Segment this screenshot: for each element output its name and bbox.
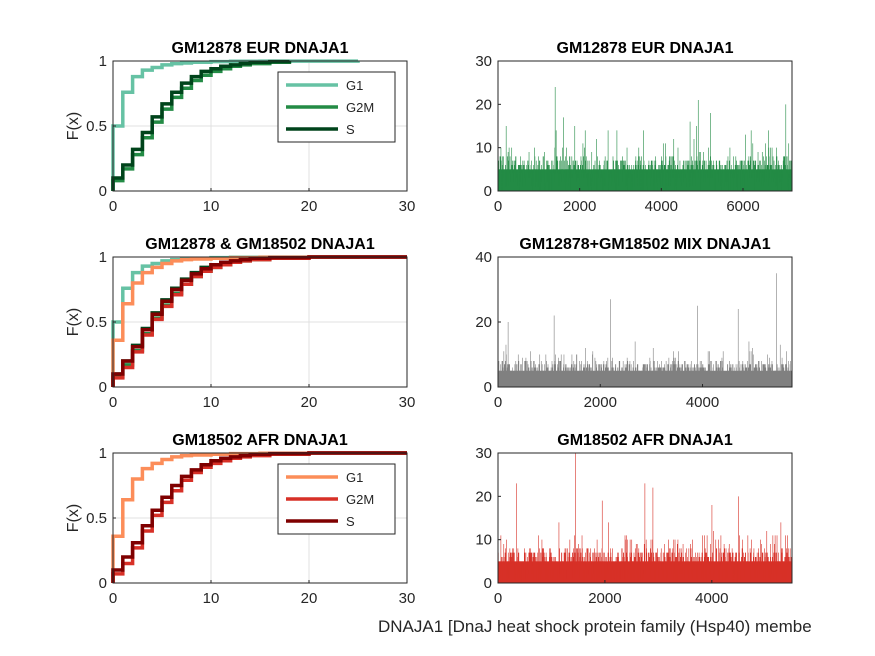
- y-tick-label: 0: [99, 379, 107, 396]
- y-tick-label: 20: [475, 314, 492, 331]
- legend-label: G1: [346, 470, 363, 485]
- x-tick-label: 4000: [645, 198, 678, 215]
- x-tick-label: 4000: [686, 394, 719, 411]
- legend-label: S: [346, 122, 355, 137]
- y-tick-label: 10: [475, 140, 492, 157]
- y-tick-label: 0.5: [86, 118, 107, 135]
- x-tick-label: 2000: [563, 198, 596, 215]
- x-tick-label: 0: [109, 198, 117, 215]
- ecdf-line-S: [111, 59, 292, 191]
- x-tick-label: 20: [301, 394, 318, 411]
- x-tick-label: 6000: [726, 198, 759, 215]
- legend: G1 G2M S: [277, 71, 396, 143]
- figure-caption: DNAJA1 [DnaJ heat shock protein family (…: [378, 617, 812, 636]
- chart-title: GM12878 EUR DNAJA1: [557, 40, 734, 57]
- y-tick-label: 1: [99, 249, 107, 266]
- y-tick-label: 10: [475, 532, 492, 549]
- x-tick-label: 10: [203, 198, 220, 215]
- x-tick-label: 0: [494, 590, 502, 607]
- legend-label: G2M: [346, 100, 374, 115]
- chart-5: 0 2000 4000 0 10 20 30 GM18502 AFR DNAJA1: [475, 432, 793, 607]
- x-tick-label: 30: [399, 394, 416, 411]
- chart-title: GM12878 & GM18502 DNAJA1: [145, 236, 375, 253]
- y-tick-label: 30: [475, 53, 492, 70]
- y-tick-label: 0: [99, 183, 107, 200]
- ecdf-line-S: [111, 451, 407, 583]
- x-tick-label: 0: [494, 394, 502, 411]
- chart-title: GM12878 EUR DNAJA1: [172, 40, 349, 57]
- y-tick-label: 0: [484, 379, 492, 396]
- y-axis-label: F(x): [65, 308, 82, 336]
- y-tick-label: 0: [99, 575, 107, 592]
- chart-0: 0 10 20 30 0 0.5 1 GM12878 EUR DNAJA1 F(x) G1 G2M S: [65, 40, 415, 215]
- chart-title: GM18502 AFR DNAJA1: [172, 432, 348, 449]
- chart-2: 0 10 20 30 0 0.5 1 GM12878 & GM18502 DNAJA1 F(x): [65, 236, 415, 411]
- x-tick-label: 20: [301, 198, 318, 215]
- y-tick-label: 20: [475, 488, 492, 505]
- y-tick-label: 0.5: [86, 510, 107, 527]
- chart-3: 0 2000 4000 0 20 40 GM12878+GM18502 MIX DNAJA1: [475, 236, 793, 411]
- y-tick-label: 1: [99, 53, 107, 70]
- x-tick-label: 0: [109, 590, 117, 607]
- chart-title: GM12878+GM18502 MIX DNAJA1: [519, 236, 770, 253]
- x-tick-label: 30: [399, 198, 416, 215]
- legend: G1 G2M S: [277, 463, 396, 535]
- x-tick-label: 0: [109, 394, 117, 411]
- chart-4: 0 10 20 30 0 0.5 1 GM18502 AFR DNAJA1 F(x) G1 G2M S: [65, 432, 415, 607]
- y-tick-label: 40: [475, 249, 492, 266]
- y-tick-label: 0: [484, 575, 492, 592]
- x-tick-label: 30: [399, 590, 416, 607]
- x-tick-label: 10: [203, 590, 220, 607]
- y-tick-label: 30: [475, 445, 492, 462]
- axes-frame: [497, 60, 793, 192]
- legend-label: G2M: [346, 492, 374, 507]
- legend-label: G1: [346, 78, 363, 93]
- x-tick-label: 10: [203, 394, 220, 411]
- x-tick-label: 0: [494, 198, 502, 215]
- y-axis-label: F(x): [65, 504, 82, 532]
- y-tick-label: 20: [475, 96, 492, 113]
- x-tick-label: 2000: [584, 394, 617, 411]
- ecdf-line-series-5: [111, 255, 407, 387]
- chart-title: GM18502 AFR DNAJA1: [557, 432, 733, 449]
- chart-1: 0 2000 4000 6000 0 10 20 30 GM12878 EUR DNAJA1: [475, 40, 793, 215]
- x-tick-label: 20: [301, 590, 318, 607]
- legend-label: S: [346, 514, 355, 529]
- x-tick-label: 4000: [695, 590, 728, 607]
- y-tick-label: 0.5: [86, 314, 107, 331]
- y-tick-label: 1: [99, 445, 107, 462]
- y-axis-label: F(x): [65, 112, 82, 140]
- y-tick-label: 0: [484, 183, 492, 200]
- x-tick-label: 2000: [588, 590, 621, 607]
- axes-frame: [497, 452, 793, 584]
